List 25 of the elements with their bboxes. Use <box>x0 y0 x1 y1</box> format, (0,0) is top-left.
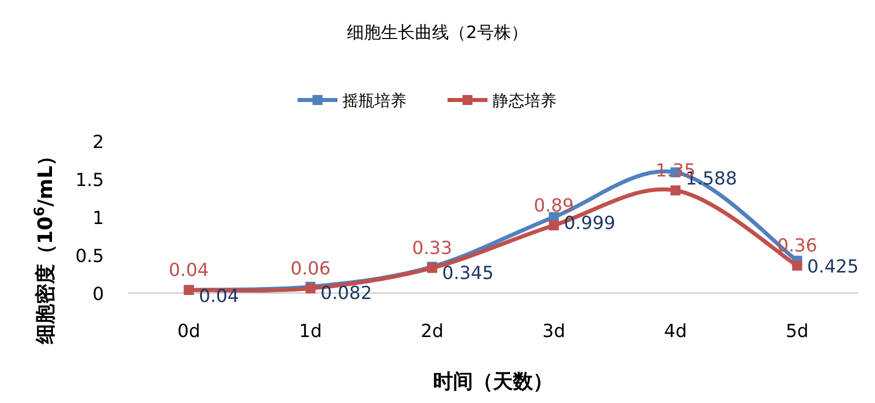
chart-title: 细胞生长曲线（2号株） <box>347 23 528 43</box>
data-label: 0.04 <box>198 286 239 307</box>
x-tick-label: 4d <box>664 321 687 342</box>
point <box>548 220 559 230</box>
legend-label: 摇瓶培养 <box>342 91 406 110</box>
point <box>792 260 802 271</box>
data-label: 0.33 <box>412 238 452 259</box>
legend-label: 静态培养 <box>492 91 556 110</box>
y-tick-label: 0 <box>92 284 104 305</box>
y-tick-label: 2 <box>92 132 104 153</box>
data-label: 0.425 <box>807 256 859 278</box>
x-tick-label: 0d <box>177 321 200 342</box>
data-label: 0.082 <box>320 282 372 304</box>
y-tick-label: 1.5 <box>75 170 104 191</box>
x-tick-label: 2d <box>420 321 444 342</box>
data-label: 0.04 <box>168 260 209 281</box>
y-tick-label: 1 <box>92 208 104 229</box>
x-tick-label: 1d <box>299 321 322 342</box>
point <box>670 185 680 196</box>
x-tick-label: 3d <box>542 321 566 342</box>
x-tick-label: 5d <box>786 321 809 342</box>
y-tick-label: 0.5 <box>75 246 104 267</box>
x-axis-title: 时间（天数） <box>433 369 553 393</box>
data-label: 0.06 <box>290 258 331 280</box>
data-label: 0.345 <box>442 262 494 284</box>
